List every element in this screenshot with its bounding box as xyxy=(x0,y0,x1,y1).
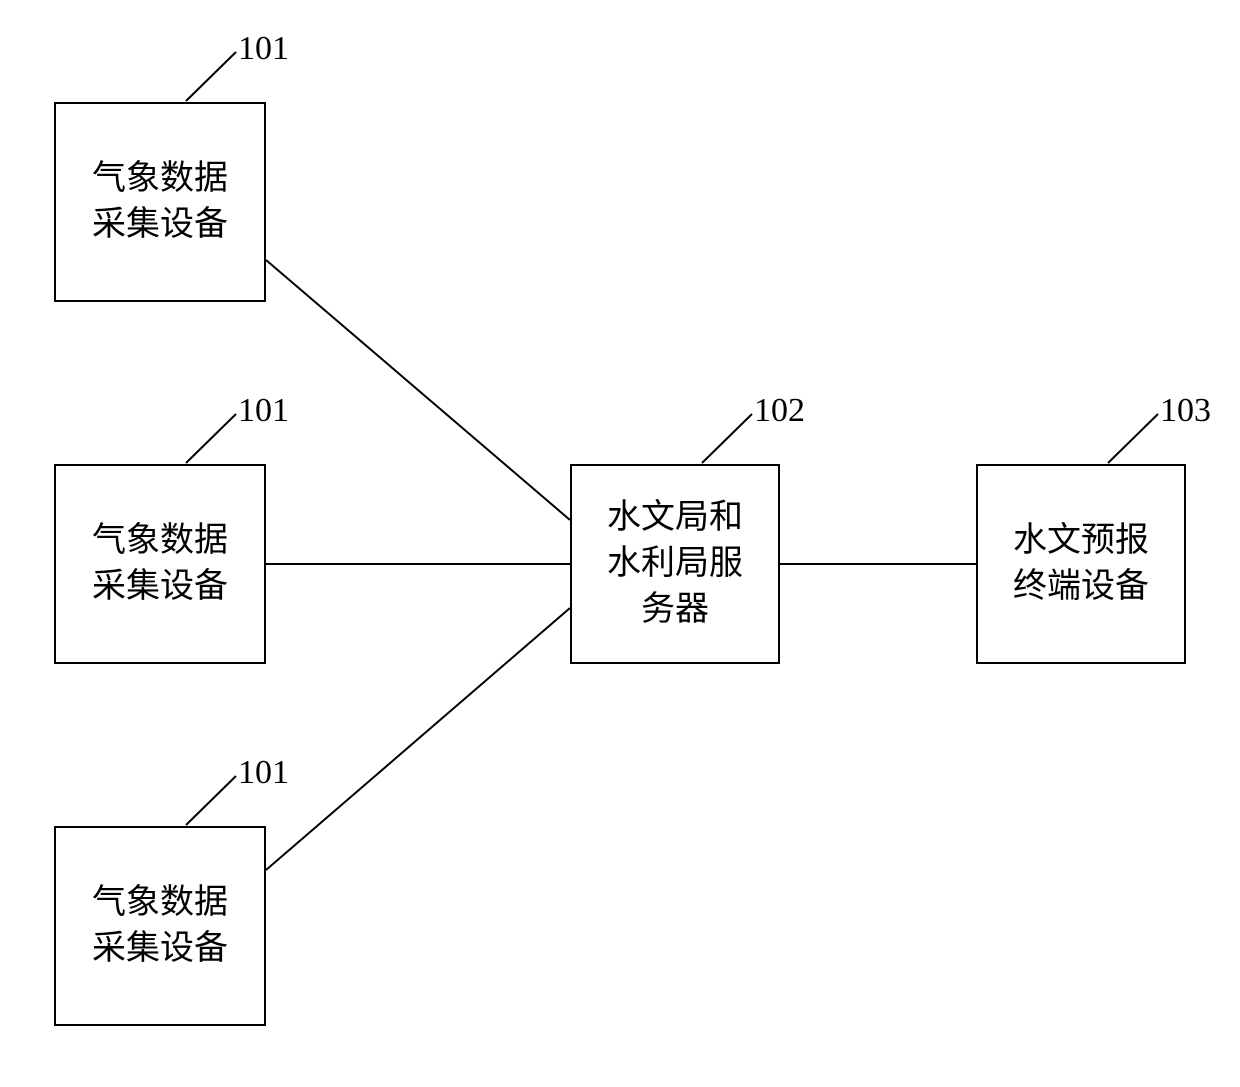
node-collector-2-text: 气象数据采集设备 xyxy=(92,518,228,610)
label-n2: 101 xyxy=(238,392,289,430)
label-n4: 102 xyxy=(754,392,805,430)
node-terminal: 水文预报终端设备 xyxy=(976,464,1186,664)
node-server: 水文局和水利局服务器 xyxy=(570,464,780,664)
edge-n1-n4 xyxy=(266,260,570,520)
node-collector-2: 气象数据采集设备 xyxy=(54,464,266,664)
node-collector-1-text: 气象数据采集设备 xyxy=(92,156,228,248)
label-n5: 103 xyxy=(1160,392,1211,430)
node-collector-3: 气象数据采集设备 xyxy=(54,826,266,1026)
edge-n3-n4 xyxy=(266,608,570,870)
node-collector-1: 气象数据采集设备 xyxy=(54,102,266,302)
node-terminal-text: 水文预报终端设备 xyxy=(1013,518,1149,610)
label-n1: 101 xyxy=(238,30,289,68)
node-collector-3-text: 气象数据采集设备 xyxy=(92,880,228,972)
label-n3: 101 xyxy=(238,754,289,792)
node-server-text: 水文局和水利局服务器 xyxy=(607,495,743,633)
